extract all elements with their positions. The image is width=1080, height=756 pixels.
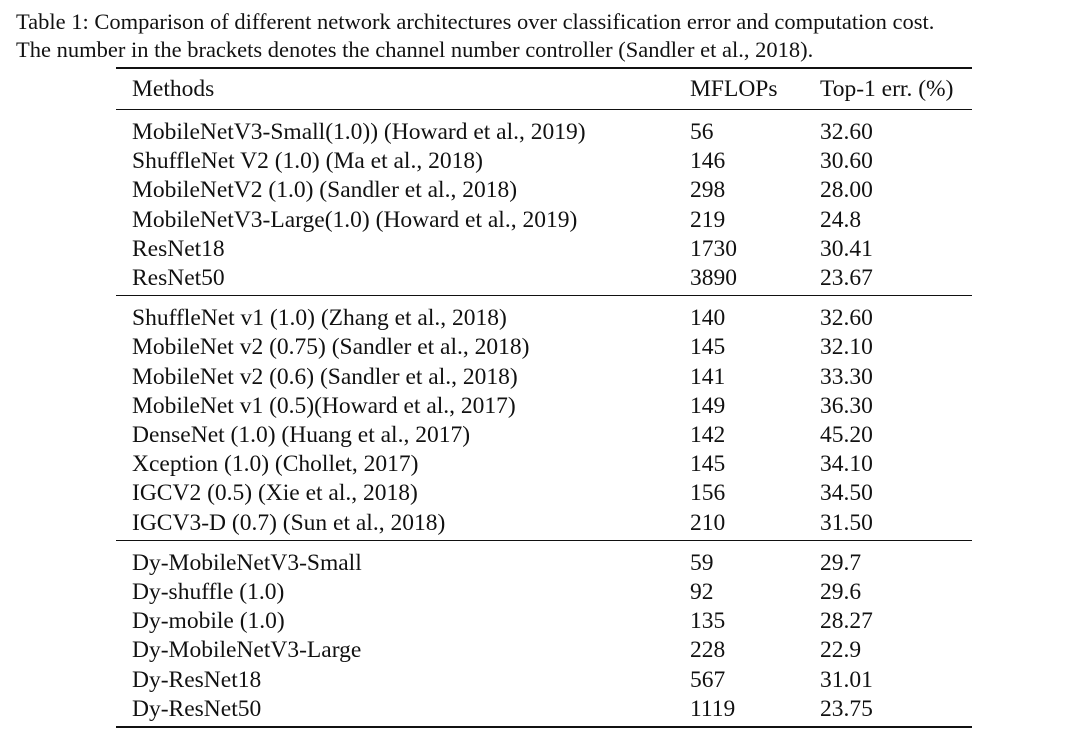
cell-top1-err: 31.01 bbox=[820, 666, 873, 693]
table-row: ShuffleNet v1 (1.0) (Zhang et al., 2018)… bbox=[116, 296, 972, 333]
cell-mflops: 1119 bbox=[690, 695, 736, 722]
group-separator-rule bbox=[116, 539, 972, 541]
table-row: IGCV3-D (0.7) (Sun et al., 2018) 210 31.50 bbox=[116, 509, 972, 540]
cell-method: MobileNetV3-Large(1.0) (Howard et al., 2… bbox=[132, 206, 578, 233]
cell-mflops: 210 bbox=[690, 509, 726, 536]
cell-method: ResNet50 bbox=[132, 265, 225, 292]
cell-mflops: 59 bbox=[690, 549, 714, 576]
cell-method: Dy-shuffle (1.0) bbox=[132, 579, 285, 606]
table-row: ResNet18 1730 30.41 bbox=[116, 235, 972, 264]
table-group-3: Dy-MobileNetV3-Small 59 29.7 Dy-shuffle (1.… bbox=[116, 541, 972, 726]
cell-mflops: 142 bbox=[690, 422, 726, 449]
cell-mflops: 145 bbox=[690, 334, 726, 361]
cell-mflops: 146 bbox=[690, 148, 726, 175]
cell-mflops: 92 bbox=[690, 579, 714, 606]
table-row: MobileNet v2 (0.6) (Sandler et al., 2018… bbox=[116, 363, 972, 392]
cell-top1-err: 33.30 bbox=[820, 363, 873, 390]
cell-mflops: 141 bbox=[690, 363, 726, 390]
cell-mflops: 56 bbox=[690, 119, 714, 145]
comparison-table: Methods MFLOPs Top-1 err. (%) MobileNetV… bbox=[116, 67, 972, 729]
cell-method: Xception (1.0) (Chollet, 2017) bbox=[132, 451, 419, 478]
table-row: MobileNetV2 (1.0) (Sandler et al., 2018)… bbox=[116, 176, 972, 205]
cell-mflops: 149 bbox=[690, 392, 726, 419]
cell-method: ResNet18 bbox=[132, 235, 225, 262]
caption-line-1: Table 1: Comparison of different network… bbox=[16, 9, 935, 34]
cell-top1-err: 23.67 bbox=[820, 265, 873, 292]
cell-method: ShuffleNet v1 (1.0) (Zhang et al., 2018) bbox=[132, 305, 507, 332]
cell-method: IGCV3-D (0.7) (Sun et al., 2018) bbox=[132, 509, 446, 536]
cell-mflops: 3890 bbox=[690, 265, 737, 292]
table-caption: Table 1: Comparison of different network… bbox=[16, 8, 1076, 64]
cell-method: Dy-ResNet50 bbox=[132, 695, 262, 722]
cell-mflops: 145 bbox=[690, 451, 726, 478]
cell-top1-err: 30.41 bbox=[820, 235, 873, 262]
table-row: Xception (1.0) (Chollet, 2017) 145 34.10 bbox=[116, 450, 972, 479]
cell-method: Dy-mobile (1.0) bbox=[132, 608, 285, 635]
header-rule bbox=[116, 109, 972, 110]
table-row: MobileNet v1 (0.5)(Howard et al., 2017) 1… bbox=[116, 392, 972, 421]
cell-top1-err: 22.9 bbox=[820, 637, 862, 664]
table-row: Dy-ResNet50 1119 23.75 bbox=[116, 695, 972, 726]
table-row: Dy-mobile (1.0) 135 28.27 bbox=[116, 607, 972, 636]
caption-line-2: The number in the brackets denotes the c… bbox=[16, 37, 814, 62]
table-group-2: ShuffleNet v1 (1.0) (Zhang et al., 2018)… bbox=[116, 296, 972, 540]
cell-mflops: 219 bbox=[690, 206, 726, 233]
cell-method: MobileNetV3-Small(1.0)) (Howard et al., … bbox=[132, 119, 586, 145]
cell-top1-err: 28.00 bbox=[820, 177, 873, 204]
header-top1-err: Top-1 err. (%) bbox=[820, 75, 954, 102]
cell-method: MobileNetV2 (1.0) (Sandler et al., 2018) bbox=[132, 177, 518, 204]
table-header: Methods MFLOPs Top-1 err. (%) bbox=[116, 69, 972, 109]
cell-mflops: 156 bbox=[690, 480, 726, 507]
cell-method: Dy-MobileNetV3-Small bbox=[132, 549, 362, 576]
table-row: DenseNet (1.0) (Huang et al., 2017) 142 45… bbox=[116, 421, 972, 450]
group-separator-rule bbox=[116, 295, 972, 297]
cell-mflops: 140 bbox=[690, 305, 726, 332]
table-row: ResNet50 3890 23.67 bbox=[116, 264, 972, 295]
cell-method: IGCV2 (0.5) (Xie et al., 2018) bbox=[132, 480, 418, 507]
cell-mflops: 228 bbox=[690, 637, 726, 664]
cell-mflops: 567 bbox=[690, 666, 726, 693]
cell-top1-err: 31.50 bbox=[820, 509, 873, 536]
cell-top1-err: 32.60 bbox=[820, 305, 873, 332]
table-row: MobileNet v2 (0.75) (Sandler et al., 201… bbox=[116, 333, 972, 362]
cell-top1-err: 29.7 bbox=[820, 549, 862, 576]
table-row: Dy-ResNet18 567 31.01 bbox=[116, 666, 972, 695]
table-body: MobileNetV3-Small(1.0)) (Howard et al., … bbox=[116, 110, 972, 729]
cell-top1-err: 30.60 bbox=[820, 148, 873, 175]
cell-top1-err: 32.60 bbox=[820, 119, 873, 145]
table-row: Dy-shuffle (1.0) 92 29.6 bbox=[116, 578, 972, 607]
cell-top1-err: 34.10 bbox=[820, 451, 873, 478]
cell-method: ShuffleNet V2 (1.0) (Ma et al., 2018) bbox=[132, 148, 483, 175]
cell-method: MobileNet v1 (0.5)(Howard et al., 2017) bbox=[132, 392, 516, 419]
cell-mflops: 1730 bbox=[690, 235, 737, 262]
cell-top1-err: 36.30 bbox=[820, 392, 873, 419]
cell-top1-err: 24.8 bbox=[820, 206, 862, 233]
bottom-rule bbox=[116, 726, 972, 729]
cell-top1-err: 34.50 bbox=[820, 480, 873, 507]
table-group-1: MobileNetV3-Small(1.0)) (Howard et al., … bbox=[116, 110, 972, 295]
cell-top1-err: 28.27 bbox=[820, 608, 873, 635]
cell-top1-err: 29.6 bbox=[820, 579, 862, 606]
header-mflops: MFLOPs bbox=[690, 75, 778, 102]
top-rule bbox=[116, 67, 972, 69]
cell-method: MobileNet v2 (0.6) (Sandler et al., 2018… bbox=[132, 363, 518, 390]
table-row: Dy-MobileNetV3-Small 59 29.7 bbox=[116, 541, 972, 578]
cell-method: Dy-MobileNetV3-Large bbox=[132, 637, 362, 664]
table-row: Dy-MobileNetV3-Large 228 22.9 bbox=[116, 636, 972, 665]
cell-top1-err: 23.75 bbox=[820, 695, 873, 722]
cell-method: MobileNet v2 (0.75) (Sandler et al., 201… bbox=[132, 334, 530, 361]
header-methods: Methods bbox=[132, 75, 215, 102]
cell-top1-err: 45.20 bbox=[820, 422, 873, 449]
cell-top1-err: 32.10 bbox=[820, 334, 873, 361]
cell-method: DenseNet (1.0) (Huang et al., 2017) bbox=[132, 422, 471, 449]
table-row: MobileNetV3-Large(1.0) (Howard et al., 2… bbox=[116, 206, 972, 235]
table-row: IGCV2 (0.5) (Xie et al., 2018) 156 34.50 bbox=[116, 479, 972, 508]
table-row: ShuffleNet V2 (1.0) (Ma et al., 2018) 146… bbox=[116, 147, 972, 176]
cell-mflops: 298 bbox=[690, 177, 726, 204]
cell-mflops: 135 bbox=[690, 608, 726, 635]
table-row: MobileNetV3-Small(1.0)) (Howard et al., … bbox=[116, 110, 972, 147]
cell-method: Dy-ResNet18 bbox=[132, 666, 262, 693]
header-row: Methods MFLOPs Top-1 err. (%) bbox=[116, 69, 972, 109]
